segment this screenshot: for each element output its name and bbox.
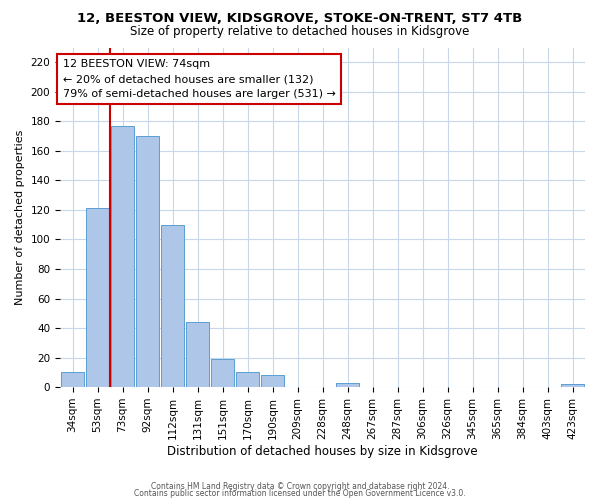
- Text: Contains public sector information licensed under the Open Government Licence v3: Contains public sector information licen…: [134, 488, 466, 498]
- Bar: [561, 384, 584, 387]
- Text: Contains HM Land Registry data © Crown copyright and database right 2024.: Contains HM Land Registry data © Crown c…: [151, 482, 449, 491]
- Text: Size of property relative to detached houses in Kidsgrove: Size of property relative to detached ho…: [130, 25, 470, 38]
- Bar: [186, 322, 209, 387]
- Bar: [136, 136, 159, 387]
- Y-axis label: Number of detached properties: Number of detached properties: [15, 130, 25, 305]
- Bar: [211, 359, 234, 387]
- Bar: [336, 382, 359, 387]
- Bar: [161, 224, 184, 387]
- Bar: [61, 372, 84, 387]
- X-axis label: Distribution of detached houses by size in Kidsgrove: Distribution of detached houses by size …: [167, 444, 478, 458]
- Bar: [111, 126, 134, 387]
- Bar: [236, 372, 259, 387]
- Bar: [86, 208, 109, 387]
- Text: 12, BEESTON VIEW, KIDSGROVE, STOKE-ON-TRENT, ST7 4TB: 12, BEESTON VIEW, KIDSGROVE, STOKE-ON-TR…: [77, 12, 523, 26]
- Bar: [261, 376, 284, 387]
- Text: 12 BEESTON VIEW: 74sqm
← 20% of detached houses are smaller (132)
79% of semi-de: 12 BEESTON VIEW: 74sqm ← 20% of detached…: [62, 60, 335, 99]
